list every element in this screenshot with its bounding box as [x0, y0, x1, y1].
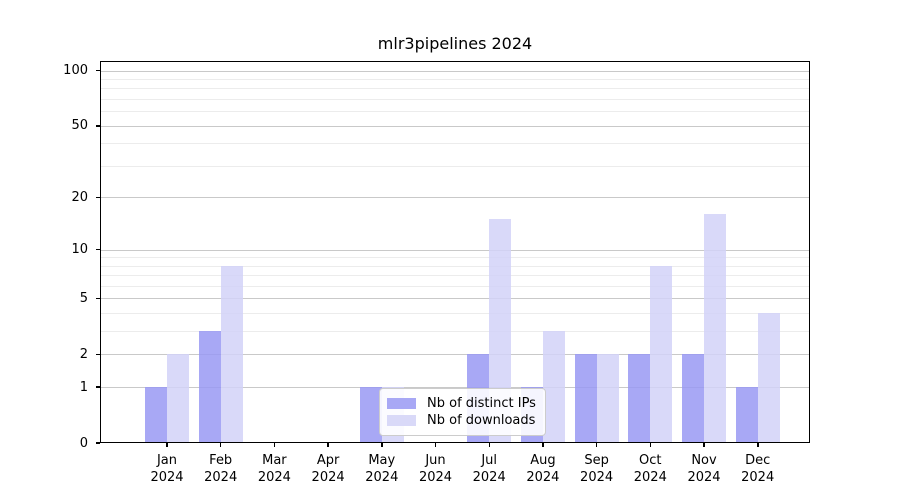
- x-tick-mark-aug: [542, 443, 544, 447]
- y-tick-mark-5: [96, 297, 100, 300]
- x-tick-label-sep: Sep 2024: [567, 452, 627, 486]
- x-tick-label-jan: Jan 2024: [137, 452, 197, 486]
- x-tick-label-oct: Oct 2024: [620, 452, 680, 486]
- legend-label-distinct-ips: Nb of distinct IPs: [427, 396, 536, 411]
- bar-may-distinct-ips: [359, 387, 382, 443]
- bar-aug-downloads: [542, 331, 565, 443]
- x-tick-mark-oct: [649, 443, 651, 447]
- gridline-minor-8: [100, 265, 810, 267]
- gridline-minor-6: [100, 286, 810, 287]
- gridline-major-20: [100, 197, 810, 199]
- x-tick-year: 2024: [580, 470, 614, 485]
- gridline-minor-30: [100, 165, 810, 167]
- y-tick-label-10: 10: [71, 242, 88, 257]
- gridline-minor-4: [100, 313, 810, 315]
- x-tick-mark-apr: [327, 443, 329, 447]
- y-tick-label-1: 1: [79, 379, 88, 395]
- bar-nov-downloads: [704, 214, 726, 443]
- x-tick-mark-jun: [434, 443, 437, 447]
- x-tick-year: 2024: [472, 470, 506, 485]
- bar-jan-distinct-ips: [145, 387, 167, 443]
- x-tick-label-dec: Dec 2024: [728, 452, 788, 486]
- gridline-minor-7: [100, 275, 810, 277]
- legend-row-distinct-ips: Nb of distinct IPs: [387, 395, 537, 412]
- gridline-minor-9: [100, 257, 810, 259]
- gridline-major-50: [100, 125, 810, 127]
- y-tick-label-0: 0: [79, 435, 88, 451]
- legend-swatch-downloads: [387, 415, 416, 426]
- y-tick-mark-100: [96, 69, 100, 72]
- x-tick-mark-dec: [757, 443, 759, 447]
- bar-sep-downloads: [596, 354, 619, 443]
- x-tick-year: 2024: [418, 470, 453, 485]
- gridline-major-100: [100, 70, 810, 72]
- x-tick-label-jun: Jun 2024: [406, 452, 466, 486]
- bar-dec-distinct-ips: [735, 387, 758, 443]
- x-tick-year: 2024: [365, 470, 399, 485]
- y-tick-label-100: 100: [63, 63, 88, 79]
- x-tick-label-feb: Feb 2024: [191, 452, 251, 486]
- bar-jan-downloads: [167, 354, 189, 443]
- x-tick-mark-may: [381, 443, 383, 447]
- x-tick-year: 2024: [257, 470, 291, 485]
- gridline-major-5: [100, 298, 810, 300]
- x-tick-label-jul: Jul 2024: [459, 452, 519, 486]
- x-tick-label-aug: Aug 2024: [513, 452, 573, 486]
- y-tick-label-20: 20: [71, 189, 88, 205]
- gridline-minor-60: [100, 111, 810, 113]
- x-tick-mark-jan: [166, 443, 168, 447]
- y-tick-label-50: 50: [71, 118, 88, 134]
- x-tick-year: 2024: [526, 470, 560, 485]
- x-tick-mark-mar: [273, 443, 276, 447]
- y-tick-label-2: 2: [79, 346, 88, 362]
- legend-row-downloads: Nb of downloads: [387, 412, 537, 429]
- x-tick-year: 2024: [150, 470, 184, 485]
- bar-dec-downloads: [757, 313, 780, 443]
- y-tick-mark-1: [96, 386, 100, 388]
- bar-nov-distinct-ips: [682, 354, 704, 443]
- bar-feb-distinct-ips: [198, 331, 221, 443]
- bar-oct-distinct-ips: [628, 354, 651, 443]
- x-tick-mark-sep: [595, 443, 598, 447]
- x-tick-mark-jul: [488, 443, 490, 447]
- gridline-major-2: [100, 354, 810, 356]
- y-tick-mark-10: [96, 248, 100, 251]
- x-tick-year: 2024: [687, 470, 721, 485]
- x-tick-mark-nov: [703, 443, 705, 447]
- bar-sep-distinct-ips: [574, 354, 597, 443]
- y-tick-label-5: 5: [79, 290, 88, 306]
- bar-feb-downloads: [220, 265, 243, 443]
- x-tick-label-mar: Mar 2024: [244, 452, 304, 486]
- gridline-minor-3: [100, 331, 810, 333]
- legend: Nb of distinct IPs Nb of downloads: [379, 388, 546, 436]
- x-tick-year: 2024: [633, 470, 667, 485]
- gridline-major-10: [100, 249, 810, 251]
- legend-label-downloads: Nb of downloads: [427, 413, 536, 428]
- x-tick-year: 2024: [311, 470, 345, 485]
- bar-jul-downloads: [489, 219, 512, 443]
- y-tick-mark-50: [96, 125, 100, 127]
- bar-oct-downloads: [650, 265, 673, 443]
- gridline-minor-70: [100, 99, 810, 100]
- gridline-major-1: [100, 387, 810, 389]
- x-tick-label-may: May 2024: [352, 452, 412, 486]
- x-tick-label-apr: Apr 2024: [298, 452, 358, 486]
- y-tick-mark-2: [96, 353, 100, 356]
- legend-swatch-distinct-ips: [387, 398, 416, 409]
- x-tick-year: 2024: [204, 470, 238, 485]
- gridline-minor-90: [100, 79, 810, 80]
- x-tick-mark-feb: [219, 443, 222, 447]
- chart-title: mlr3pipelines 2024: [377, 34, 533, 53]
- y-tick-mark-20: [96, 196, 100, 199]
- x-tick-label-nov: Nov 2024: [674, 452, 734, 486]
- gridline-minor-40: [100, 143, 810, 145]
- x-tick-year: 2024: [741, 470, 775, 485]
- gridline-minor-80: [100, 88, 810, 90]
- y-tick-mark-0: [96, 442, 100, 444]
